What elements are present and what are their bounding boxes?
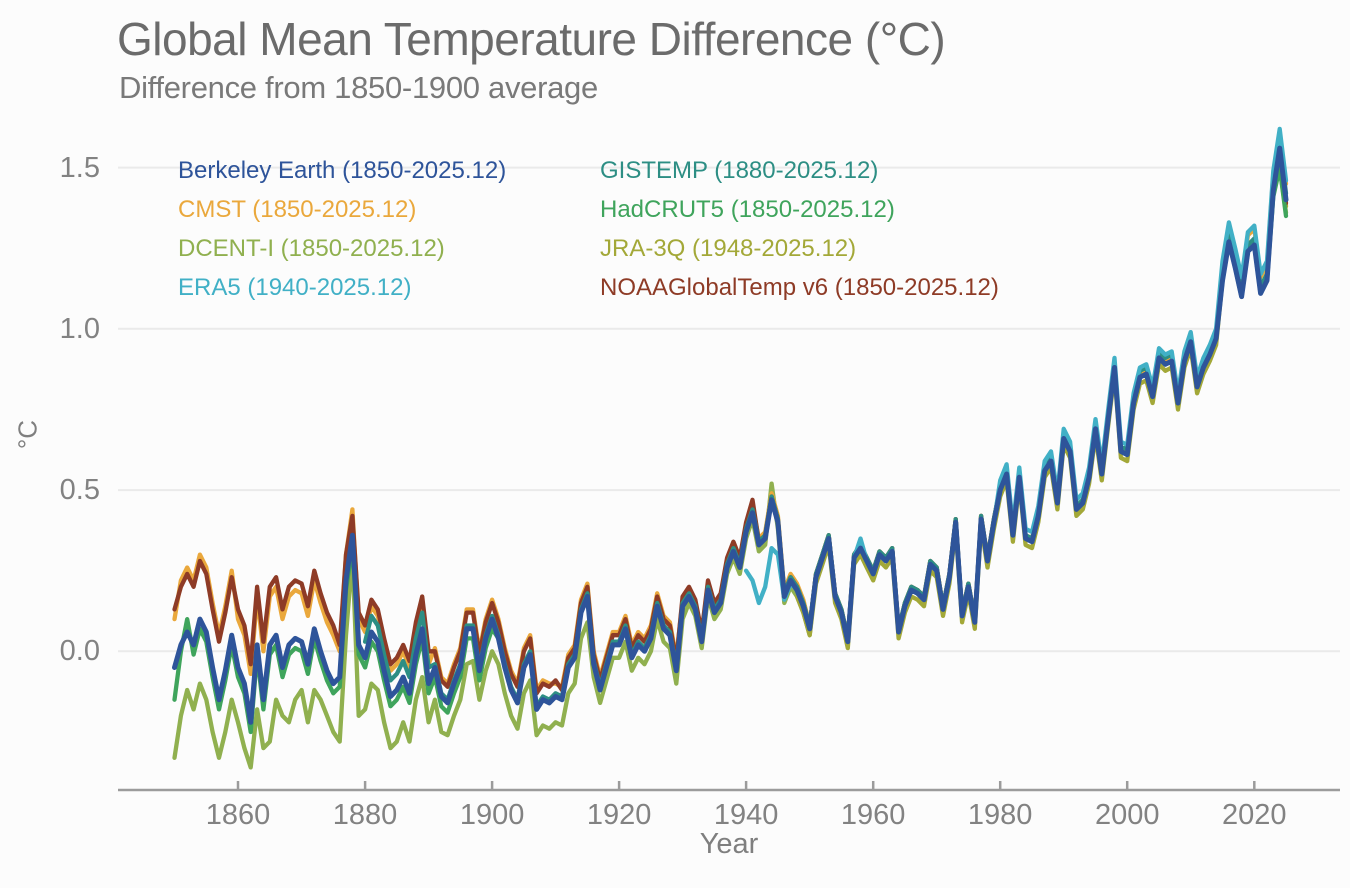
gridlines-group [118, 166, 1340, 653]
legend-column-1: Berkeley Earth (1850-2025.12) CMST (1850… [178, 156, 506, 303]
legend-item-noaaglobaltemp-v6: NOAAGlobalTemp v6 (1850-2025.12) [600, 274, 999, 301]
x-axis-label: Year [699, 828, 759, 860]
series-line-berkeley-earth [172, 145, 1289, 725]
x-tick-label-1960: 1960 [840, 799, 906, 831]
x-tick-label-1920: 1920 [586, 799, 652, 831]
x-tick-label-1900: 1900 [459, 799, 525, 831]
legend-item-cmst: CMST (1850-2025.12) [178, 196, 417, 223]
y-tick-label-0.5: 0.5 [59, 474, 100, 507]
legend-item-jra-3q: JRA-3Q (1948-2025.12) [600, 235, 857, 262]
y-tick-label-1.0: 1.0 [59, 312, 100, 345]
x-tick-label-1940: 1940 [713, 799, 779, 831]
y-tick-label-1.5: 1.5 [59, 151, 100, 184]
legend-item-hadcrut5: HadCRUT5 (1850-2025.12) [600, 196, 895, 223]
chart-title: Global Mean Temperature Difference (°C) [117, 13, 946, 65]
legend-column-2: GISTEMP (1880-2025.12) HadCRUT5 (1850-20… [600, 156, 999, 303]
x-tick-label-1980: 1980 [967, 799, 1033, 831]
series-lines-group [172, 126, 1289, 770]
legend-item-era5: ERA5 (1940-2025.12) [178, 274, 412, 301]
x-tick-label-1860: 1860 [205, 799, 271, 831]
y-tick-label-0.0: 0.0 [59, 635, 100, 668]
y-axis-label: °C [12, 419, 43, 450]
legend-item-gistemp: GISTEMP (1880-2025.12) [600, 157, 879, 184]
legend-item-berkeley-earth: Berkeley Earth (1850-2025.12) [178, 157, 507, 184]
x-tick-label-2000: 2000 [1094, 799, 1160, 831]
x-tick-label-1880: 1880 [332, 799, 398, 831]
x-axis-group [118, 781, 1340, 792]
chart-subtitle: Difference from 1850-1900 average [119, 70, 598, 105]
legend-item-dcent-i: DCENT-I (1850-2025.12) [178, 235, 445, 262]
x-tick-label-2020: 2020 [1221, 799, 1287, 831]
